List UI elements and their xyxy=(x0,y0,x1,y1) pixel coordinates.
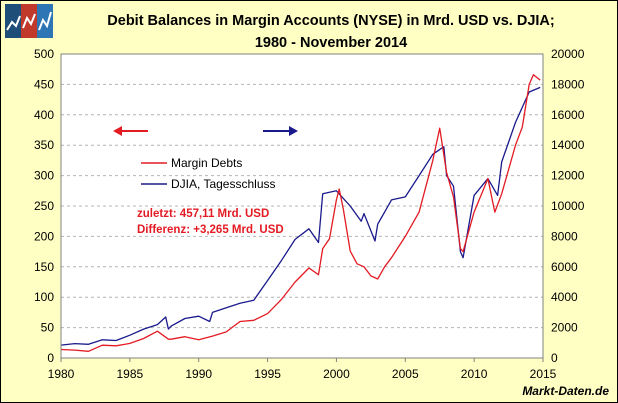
plot-border xyxy=(60,53,544,359)
tick-label-y-right: 20000 xyxy=(551,47,585,61)
tick-label-x: 1995 xyxy=(254,367,281,381)
legend-label-djia: DJIA, Tagesschluss xyxy=(171,177,276,191)
tick-label-x: 2000 xyxy=(323,367,350,381)
tick-label-x: 2005 xyxy=(392,367,419,381)
tick-label-y-right: 2000 xyxy=(551,321,578,335)
tick-label-y-left: 150 xyxy=(34,260,54,274)
tick-label-x: 2015 xyxy=(530,367,557,381)
chart-title-line2: 1980 - November 2014 xyxy=(254,35,408,51)
left-axis-arrow-icon xyxy=(113,126,148,136)
tick-label-y-right: 4000 xyxy=(551,290,578,304)
tick-label-y-right: 14000 xyxy=(551,138,585,152)
tick-label-y-right: 16000 xyxy=(551,108,585,122)
tick-label-y-left: 200 xyxy=(34,229,54,243)
tick-label-y-right: 12000 xyxy=(551,169,585,183)
tick-label-x: 2010 xyxy=(461,367,488,381)
series-line-margin-debts xyxy=(60,74,541,352)
tick-label-y-left: 500 xyxy=(34,47,54,61)
tick-label-y-right: 10000 xyxy=(551,199,585,213)
tick-label-x: 1980 xyxy=(48,367,75,381)
tick-label-y-left: 0 xyxy=(47,351,54,365)
legend-label-margin: Margin Debts xyxy=(171,156,242,170)
tick-label-y-left: 450 xyxy=(34,77,54,91)
tick-label-y-right: 18000 xyxy=(551,77,585,91)
brand-label: Markt-Daten.de xyxy=(522,384,609,398)
tick-label-y-left: 50 xyxy=(41,321,55,335)
annotation-latest: zuletzt: 457,11 Mrd. USD xyxy=(137,208,269,220)
tick-label-y-right: 0 xyxy=(551,351,558,365)
tick-label-x: 1985 xyxy=(117,367,144,381)
logo-chart-icon xyxy=(5,4,53,38)
tick-label-y-left: 250 xyxy=(34,199,54,213)
tick-label-y-left: 300 xyxy=(34,169,54,183)
legend: Margin Debts DJIA, Tagesschluss xyxy=(141,156,276,191)
tick-label-y-left: 100 xyxy=(34,290,54,304)
tick-label-y-left: 350 xyxy=(34,138,54,152)
tick-label-y-right: 8000 xyxy=(551,229,578,243)
tick-label-x: 1990 xyxy=(185,367,212,381)
chart-title-line1: Debit Balances in Margin Accounts (NYSE)… xyxy=(107,13,555,29)
annotation-difference: Differenz: +3,265 Mrd. USD xyxy=(137,224,284,236)
right-axis-arrow-icon xyxy=(263,126,298,136)
tick-label-y-right: 6000 xyxy=(551,260,578,274)
tick-label-y-left: 400 xyxy=(34,108,54,122)
series-line-djia xyxy=(60,86,541,346)
